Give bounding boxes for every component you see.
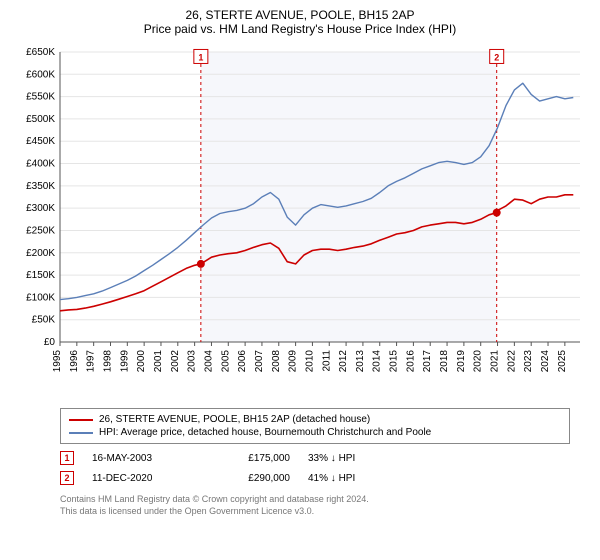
legend-label: 26, STERTE AVENUE, POOLE, BH15 2AP (deta… [99, 414, 370, 425]
svg-text:£600K: £600K [26, 69, 55, 80]
footer-line-2: This data is licensed under the Open Gov… [60, 506, 570, 518]
svg-text:£550K: £550K [26, 92, 55, 103]
svg-text:2010: 2010 [304, 350, 315, 373]
svg-text:1995: 1995 [52, 350, 63, 373]
svg-text:2008: 2008 [271, 350, 282, 373]
svg-text:2009: 2009 [288, 350, 299, 373]
svg-text:2006: 2006 [237, 350, 248, 373]
transaction-date: 11-DEC-2020 [92, 473, 202, 484]
transaction-date: 16-MAY-2003 [92, 453, 202, 464]
svg-text:£100K: £100K [26, 292, 55, 303]
svg-text:£0: £0 [44, 337, 56, 348]
svg-text:2012: 2012 [338, 350, 349, 373]
svg-text:£250K: £250K [26, 225, 55, 236]
svg-text:2001: 2001 [153, 350, 164, 373]
footer-line-1: Contains HM Land Registry data © Crown c… [60, 494, 570, 506]
svg-text:2019: 2019 [456, 350, 467, 373]
svg-text:2017: 2017 [422, 350, 433, 373]
svg-text:£50K: £50K [32, 315, 56, 326]
transaction-marker: 2 [60, 471, 74, 485]
svg-text:2015: 2015 [389, 350, 400, 373]
legend: 26, STERTE AVENUE, POOLE, BH15 2AP (deta… [60, 408, 570, 444]
svg-text:2013: 2013 [355, 350, 366, 373]
svg-text:2003: 2003 [187, 350, 198, 373]
footer-attribution: Contains HM Land Registry data © Crown c… [60, 494, 570, 517]
svg-text:2002: 2002 [170, 350, 181, 373]
page-title: 26, STERTE AVENUE, POOLE, BH15 2AP [10, 8, 590, 22]
svg-text:2021: 2021 [490, 350, 501, 373]
transaction-row: 1 16-MAY-2003 £175,000 33% ↓ HPI [60, 448, 570, 468]
svg-text:£400K: £400K [26, 159, 55, 170]
legend-item: 26, STERTE AVENUE, POOLE, BH15 2AP (deta… [69, 413, 561, 426]
svg-text:£350K: £350K [26, 181, 55, 192]
svg-text:2016: 2016 [405, 350, 416, 373]
svg-text:2025: 2025 [557, 350, 568, 373]
svg-text:2000: 2000 [136, 350, 147, 373]
svg-text:1999: 1999 [119, 350, 130, 373]
svg-text:2004: 2004 [203, 350, 214, 373]
svg-text:1996: 1996 [69, 350, 80, 373]
svg-text:2024: 2024 [540, 350, 551, 373]
svg-text:£200K: £200K [26, 248, 55, 259]
transaction-vs-hpi: 41% ↓ HPI [308, 473, 398, 484]
price-chart: £0 £50K £100K £150K £200K £250K £300K £350K £400… [10, 42, 590, 402]
svg-text:£150K: £150K [26, 270, 55, 281]
transaction-price: £290,000 [220, 473, 290, 484]
svg-text:2022: 2022 [506, 350, 517, 373]
transaction-marker: 1 [60, 451, 74, 465]
svg-text:1998: 1998 [102, 350, 113, 373]
svg-text:2014: 2014 [372, 350, 383, 373]
page-subtitle: Price paid vs. HM Land Registry's House … [10, 22, 590, 36]
svg-text:2011: 2011 [321, 350, 332, 372]
svg-text:2007: 2007 [254, 350, 265, 373]
svg-text:£300K: £300K [26, 203, 55, 214]
svg-text:2023: 2023 [523, 350, 534, 373]
legend-swatch [69, 419, 93, 421]
svg-text:2018: 2018 [439, 350, 450, 373]
svg-text:£650K: £650K [26, 47, 55, 58]
svg-text:1997: 1997 [86, 350, 97, 373]
transaction-price: £175,000 [220, 453, 290, 464]
svg-text:2020: 2020 [473, 350, 484, 373]
svg-text:£450K: £450K [26, 136, 55, 147]
transaction-vs-hpi: 33% ↓ HPI [308, 453, 398, 464]
transaction-rows: 1 16-MAY-2003 £175,000 33% ↓ HPI 2 11-DEC-202… [60, 448, 570, 488]
svg-text:2005: 2005 [220, 350, 231, 373]
legend-item: HPI: Average price, detached house, Bour… [69, 426, 561, 439]
legend-label: HPI: Average price, detached house, Bour… [99, 427, 431, 438]
svg-text:1: 1 [198, 52, 203, 62]
legend-swatch [69, 432, 93, 434]
svg-text:2: 2 [494, 52, 499, 62]
svg-text:£500K: £500K [26, 114, 55, 125]
transaction-row: 2 11-DEC-2020 £290,000 41% ↓ HPI [60, 468, 570, 488]
